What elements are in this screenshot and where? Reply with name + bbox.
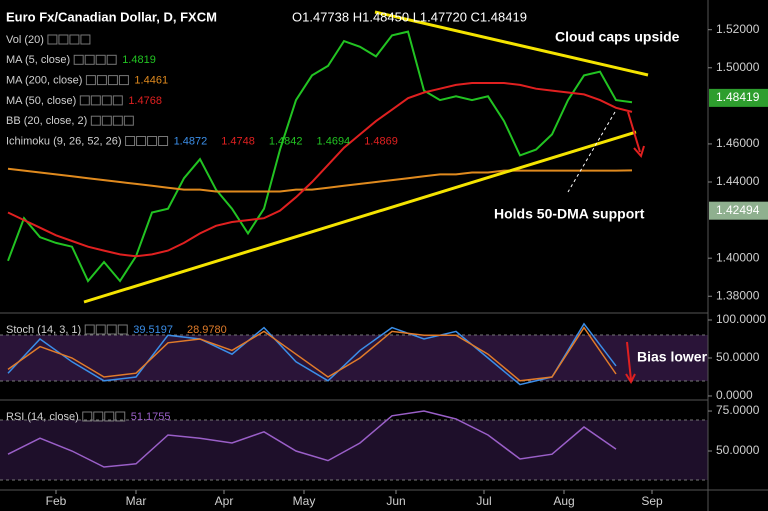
y-tick-label: 100.0000 xyxy=(716,312,766,326)
legend-icon xyxy=(90,95,101,106)
x-tick-label: Apr xyxy=(215,494,234,508)
stoch-arrow-head xyxy=(625,373,636,385)
price-label-box xyxy=(709,201,768,220)
annotation: Cloud caps upside xyxy=(555,29,680,45)
y-tick-label: 50.0000 xyxy=(716,350,760,364)
chart-title: Euro Fx/Canadian Dollar, D, FXCM xyxy=(6,9,217,24)
legend-icon xyxy=(123,115,134,126)
legend-icon xyxy=(106,324,117,335)
legend-icon xyxy=(95,54,106,65)
legend-icon xyxy=(80,34,91,45)
annotation: Holds 50-DMA support xyxy=(494,206,645,222)
legend-icon xyxy=(69,34,80,45)
x-tick-label: Feb xyxy=(46,494,67,508)
y-tick-label: 1.50000 xyxy=(716,60,760,74)
legend-icon xyxy=(47,34,58,45)
legend-label: BB (20, close, 2) xyxy=(6,115,87,127)
legend-icon xyxy=(118,75,129,86)
legend-reading: 1.4819 xyxy=(122,54,156,66)
legend-icon xyxy=(93,411,104,422)
legend-label: MA (5, close) xyxy=(6,54,70,66)
legend-icon xyxy=(125,136,136,146)
legend-icon xyxy=(84,324,95,335)
legend-reading: 1.4748 xyxy=(221,135,255,147)
ohlc-readout: O1.47738 H1.48450 L1.47720 C1.48419 xyxy=(292,9,527,24)
legend-icon xyxy=(82,411,93,422)
legend-reading: 1.4869 xyxy=(364,135,398,147)
legend-icon xyxy=(95,324,106,335)
bias-arrow-head xyxy=(633,145,645,159)
y-tick-label: 75.0000 xyxy=(716,403,760,417)
series-line xyxy=(7,326,617,382)
legend-icon xyxy=(107,75,118,86)
legend-icon xyxy=(117,324,128,335)
series-line xyxy=(7,30,633,283)
legend-reading: 1.4842 xyxy=(269,135,303,147)
price-label: 1.48419 xyxy=(716,90,760,104)
stoch-arrow xyxy=(626,341,632,381)
y-tick-label: 1.44000 xyxy=(716,174,760,188)
legend-icon xyxy=(136,136,147,146)
x-tick-label: Mar xyxy=(126,494,147,508)
rsi-band xyxy=(0,420,708,480)
legend-label: MA (200, close) xyxy=(6,75,82,87)
legend-icon xyxy=(84,54,95,65)
legend-label: Ichimoku (9, 26, 52, 26) xyxy=(6,135,122,147)
x-tick-label: Aug xyxy=(553,494,574,508)
legend-icon xyxy=(58,34,69,45)
legend-label: RSI (14, close) xyxy=(6,411,79,423)
legend-label: Stoch (14, 3, 1) xyxy=(6,324,81,336)
legend-reading: 1.4872 xyxy=(174,135,208,147)
x-tick-label: Sep xyxy=(641,494,663,508)
x-tick-label: May xyxy=(293,494,316,508)
series-line xyxy=(7,410,617,468)
legend-reading: 51.1755 xyxy=(131,411,171,423)
legend-icon xyxy=(104,411,115,422)
price-label-box xyxy=(709,88,768,107)
legend-icon xyxy=(90,115,101,126)
stoch-band xyxy=(0,335,708,381)
legend-reading: 1.4694 xyxy=(317,135,351,147)
x-tick-label: Jun xyxy=(386,494,405,508)
legend-icon xyxy=(79,95,90,106)
y-tick-label: 1.52000 xyxy=(716,22,760,36)
x-tick-label: Jul xyxy=(476,494,491,508)
legend-label: Vol (20) xyxy=(6,34,44,46)
legend-icon xyxy=(73,54,84,65)
lower-trendline xyxy=(83,130,637,304)
plot-area xyxy=(7,30,633,468)
legend-reading: 39.5197 xyxy=(133,324,173,336)
series-line xyxy=(7,82,633,258)
legend-icon xyxy=(147,136,158,146)
y-tick-label: 1.40000 xyxy=(716,250,760,264)
legend-icon xyxy=(106,54,117,65)
legend-icon xyxy=(85,75,96,86)
y-tick-label: 0.0000 xyxy=(716,388,753,402)
y-tick-label: 50.0000 xyxy=(716,443,760,457)
legend-icon xyxy=(112,115,123,126)
legend-icon xyxy=(112,95,123,106)
legend-reading: 1.4461 xyxy=(134,75,168,87)
legend-reading: 28.9780 xyxy=(187,324,227,336)
y-tick-label: 1.46000 xyxy=(716,136,760,150)
legend-icon xyxy=(115,411,126,422)
y-tick-label: 1.38000 xyxy=(716,288,760,302)
legend-reading: 1.4768 xyxy=(128,95,162,107)
upper-trendline xyxy=(374,10,649,77)
annotation: Bias lower xyxy=(637,349,708,365)
series-line xyxy=(7,167,633,193)
price-label: 1.42494 xyxy=(716,203,760,217)
series-line xyxy=(7,322,617,386)
bias-arrow xyxy=(627,111,641,153)
legend-icon xyxy=(158,136,169,146)
legend-icon xyxy=(96,75,107,86)
legend-icon xyxy=(101,115,112,126)
legend-label: MA (50, close) xyxy=(6,95,76,107)
legend-icon xyxy=(101,95,112,106)
